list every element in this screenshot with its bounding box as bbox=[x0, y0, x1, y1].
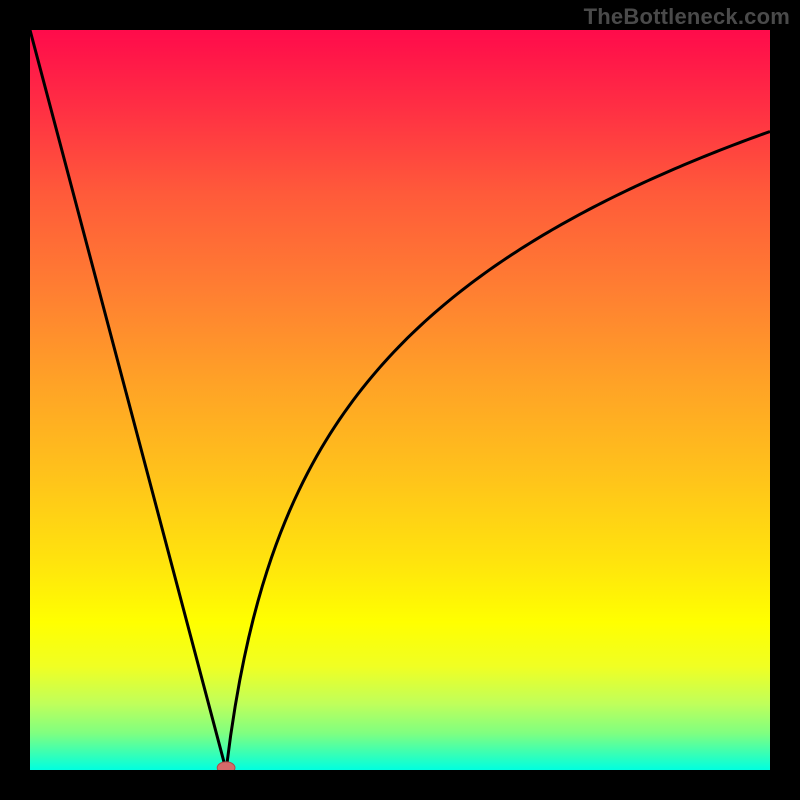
gradient-background bbox=[30, 30, 770, 770]
watermark-text: TheBottleneck.com bbox=[584, 4, 790, 30]
minimum-marker bbox=[217, 762, 235, 770]
chart-frame: TheBottleneck.com bbox=[0, 0, 800, 800]
plot-area bbox=[30, 30, 770, 770]
